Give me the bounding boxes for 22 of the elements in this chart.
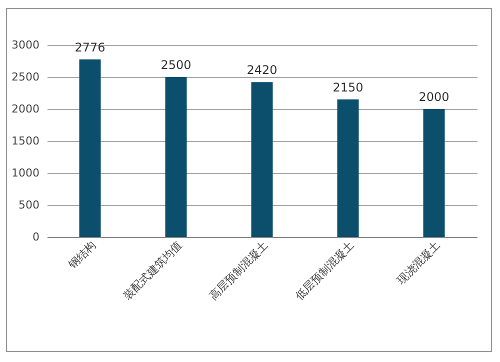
data-label: 2776 xyxy=(74,40,106,54)
x-tick-label: 装配式建筑均值 xyxy=(120,238,184,302)
y-tick-label: 500 xyxy=(18,198,40,212)
y-tick-label: 1500 xyxy=(12,134,40,148)
x-tick-label: 高层预制混凝土 xyxy=(206,238,270,302)
x-tick-label: 钢结构 xyxy=(65,238,98,272)
y-tick-label: 2000 xyxy=(12,102,40,116)
y-tick-label: 3000 xyxy=(12,38,40,52)
data-label: 2150 xyxy=(332,80,364,94)
x-tick-label: 现浇混凝土 xyxy=(394,238,442,287)
data-label: 2500 xyxy=(160,58,192,72)
x-tick-label: 低层预制混凝土 xyxy=(292,238,356,302)
bar xyxy=(165,77,187,237)
y-tick-label: 2500 xyxy=(12,70,40,84)
bar xyxy=(79,59,101,237)
bar xyxy=(423,109,445,237)
bar xyxy=(337,99,359,237)
y-tick-label: 1000 xyxy=(12,166,40,180)
y-tick-label: 0 xyxy=(32,230,40,244)
data-label: 2420 xyxy=(246,63,278,78)
data-label: 2000 xyxy=(418,90,450,104)
bar xyxy=(251,82,273,237)
